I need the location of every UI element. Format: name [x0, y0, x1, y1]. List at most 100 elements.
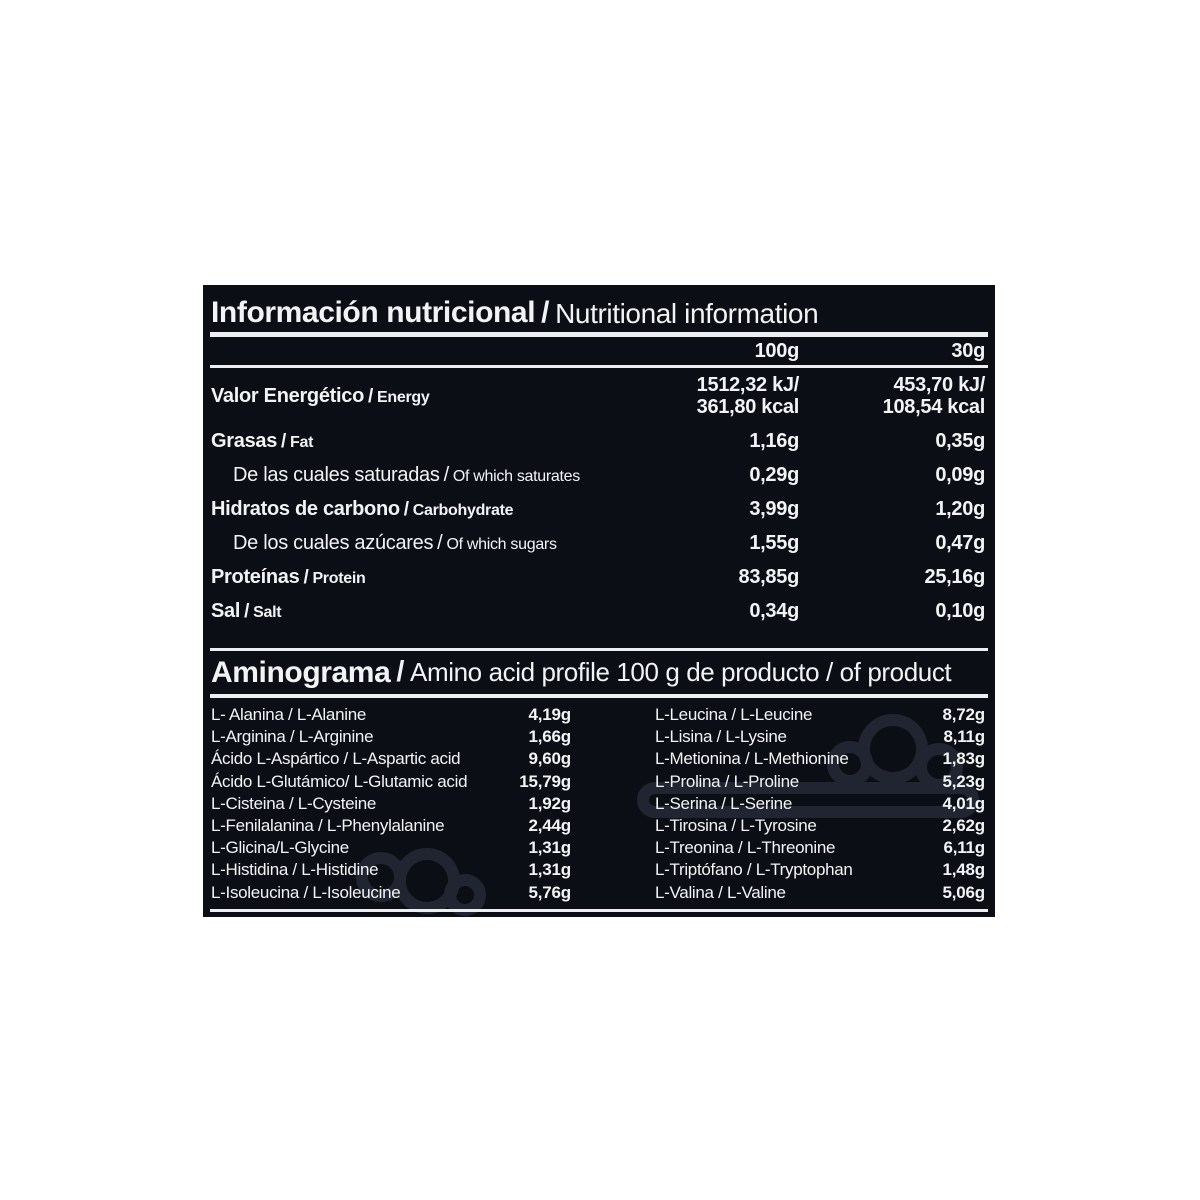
- value-30g: 0,09g: [935, 464, 985, 486]
- row-label-en: Energy: [377, 388, 430, 406]
- nutrition-row-sugars: De los cuales azúcares / Of which sugars 1…: [203, 526, 995, 560]
- nutrition-row-fat: Grasas / Fat 1,16g 0,35g: [203, 424, 995, 458]
- amino-name: L-Treonina / L-Threonine: [655, 838, 836, 858]
- amino-name: Ácido L-Glutámico/ L-Glutamic acid: [211, 771, 468, 791]
- amino-name: L-Leucina / L-Leucine: [655, 705, 813, 725]
- nutrition-row-salt: Sal / Salt 0,34g 0,10g: [203, 594, 995, 628]
- amino-name: L-Fenilalanina / L-Phenylalanine: [211, 816, 445, 836]
- row-label-en: Protein: [312, 569, 366, 587]
- amino-value: 1,92g: [528, 793, 572, 813]
- row-label-divider: /: [368, 385, 374, 407]
- amino-name: L-Isoleucina / L-Isoleucine: [211, 882, 401, 902]
- value-100g: 83,85g: [738, 566, 800, 588]
- value-30g: 0,10g: [935, 600, 985, 622]
- amino-row-alanine: L- Alanina / L-Alanine 4,19g: [211, 704, 571, 726]
- column-header-30g: 30g: [951, 339, 985, 362]
- amino-row-lysine: L-Lisina / L-Lysine 8,11g: [655, 726, 985, 748]
- aminogram-title-underline: [210, 694, 988, 698]
- amino-name: L-Prolina / L-Proline: [655, 771, 799, 791]
- aminogram-top-rule: [210, 648, 988, 651]
- column-header-underline: [210, 365, 988, 368]
- value-30g: 1,20g: [935, 498, 985, 520]
- value-100g: 0,34g: [749, 600, 799, 622]
- column-header-100g: 100g: [754, 339, 800, 362]
- value-30g: 0,35g: [935, 430, 985, 452]
- nutrition-label-panel: Información nutricional / Nutritional in…: [203, 285, 995, 917]
- value-100g: 1512,32 kJ/ 361,80 kcal: [696, 374, 800, 418]
- amino-value: 6,11g: [943, 838, 985, 858]
- row-label-divider: /: [403, 498, 409, 520]
- amino-name: L- Alanina / L-Alanine: [211, 705, 367, 725]
- amino-column-right: L-Leucina / L-Leucine 8,72g L-Lisina / L-…: [655, 704, 985, 904]
- row-label-es: Proteínas: [211, 565, 300, 588]
- amino-name: L-Glicina/L-Glycine: [211, 838, 349, 858]
- row-label-en: Fat: [290, 433, 314, 451]
- row-label-es: Valor Energético: [211, 384, 365, 407]
- amino-value: 4,19g: [528, 705, 572, 725]
- value-30g: 453,70 kJ/ 108,54 kcal: [882, 374, 986, 418]
- amino-column-left: L- Alanina / L-Alanine 4,19g L-Arginina /…: [211, 704, 571, 904]
- amino-name: L-Serina / L-Serine: [655, 793, 792, 813]
- amino-value: 8,11g: [943, 727, 985, 747]
- row-label-divider: /: [437, 531, 443, 554]
- amino-value: 4,01g: [942, 793, 986, 813]
- row-label-en: Of which sugars: [446, 535, 557, 553]
- amino-row-proline: L-Prolina / L-Proline 5,23g: [655, 771, 985, 793]
- amino-row-glutamic-acid: Ácido L-Glutámico/ L-Glutamic acid 15,79g: [211, 771, 571, 793]
- amino-row-methionine: L-Metionina / L-Methionine 1,83g: [655, 748, 985, 770]
- title-english: Nutritional information: [555, 298, 819, 329]
- amino-value: 1,66g: [528, 727, 572, 747]
- amino-row-phenylalanine: L-Fenilalanina / L-Phenylalanine 2,44g: [211, 815, 571, 837]
- row-label-es: De los cuales azúcares: [233, 531, 434, 554]
- section-title-aminogram: Aminograma / Amino acid profile 100 g de…: [203, 651, 995, 694]
- amino-row-threonine: L-Treonina / L-Threonine 6,11g: [655, 837, 985, 859]
- row-label-en: Carbohydrate: [412, 501, 514, 519]
- amino-acid-table: L- Alanina / L-Alanine 4,19g L-Arginina /…: [203, 698, 995, 904]
- row-label-es: Grasas: [211, 429, 278, 452]
- nutrition-row-protein: Proteínas / Protein 83,85g 25,16g: [203, 560, 995, 594]
- amino-value: 2,44g: [528, 816, 572, 836]
- value-100g: 3,99g: [749, 498, 799, 520]
- row-label-divider: /: [443, 463, 450, 486]
- title-underline: [210, 332, 988, 337]
- row-label: Sal / Salt: [211, 600, 671, 623]
- value-100g: 1,55g: [749, 532, 799, 554]
- nutrition-row-saturates: De las cuales saturadas / Of which saturat…: [203, 458, 995, 492]
- row-label-divider: /: [303, 566, 309, 588]
- amino-value: 15,79g: [519, 771, 571, 791]
- amino-row-serine: L-Serina / L-Serine 4,01g: [655, 793, 985, 815]
- amino-row-cysteine: L-Cisteina / L-Cysteine 1,92g: [211, 793, 571, 815]
- title-divider: /: [541, 296, 550, 329]
- amino-row-tyrosine: L-Tirosina / L-Tyrosine 2,62g: [655, 815, 985, 837]
- amino-value: 5,23g: [942, 771, 986, 791]
- amino-name: L-Lisina / L-Lysine: [655, 727, 787, 747]
- row-label: Proteínas / Protein: [211, 566, 671, 589]
- value-30g: 25,16g: [924, 566, 986, 588]
- amino-name: L-Metionina / L-Methionine: [655, 749, 849, 769]
- amino-row-histidine: L-Histidina / L-Histidine 1,31g: [211, 859, 571, 881]
- amino-row-valine: L-Valina / L-Valine 5,06g: [655, 882, 985, 904]
- amino-name: L-Histidina / L-Histidine: [211, 860, 379, 880]
- amino-value: 1,31g: [528, 860, 572, 880]
- label-content: Información nutricional / Nutritional in…: [203, 285, 995, 912]
- row-label-en: Of which saturates: [452, 467, 580, 485]
- row-label: Grasas / Fat: [211, 430, 671, 453]
- aminogram-title-divider: /: [396, 656, 405, 688]
- aminogram-title-rest: Amino acid profile 100 g de producto / o…: [410, 657, 952, 687]
- column-header-row: 100g 30g: [203, 337, 995, 365]
- amino-value: 5,06g: [942, 882, 986, 902]
- row-label-divider: /: [244, 600, 250, 622]
- value-30g: 0,47g: [935, 532, 985, 554]
- row-label: De los cuales azúcares / Of which sugars: [211, 532, 671, 555]
- row-label-es: Sal: [211, 599, 241, 622]
- amino-row-isoleucine: L-Isoleucina / L-Isoleucine 5,76g: [211, 882, 571, 904]
- amino-value: 2,62g: [942, 816, 986, 836]
- amino-name: L-Triptófano / L-Tryptophan: [655, 860, 853, 880]
- amino-row-leucine: L-Leucina / L-Leucine 8,72g: [655, 704, 985, 726]
- title-spanish: Información nutricional: [211, 296, 536, 329]
- amino-name: L-Valina / L-Valine: [655, 882, 786, 902]
- row-label: Hidratos de carbono / Carbohydrate: [211, 498, 671, 521]
- nutrition-row-carbohydrate: Hidratos de carbono / Carbohydrate 3,99g 1…: [203, 492, 995, 526]
- aminogram-title-bold: Aminograma: [211, 655, 391, 689]
